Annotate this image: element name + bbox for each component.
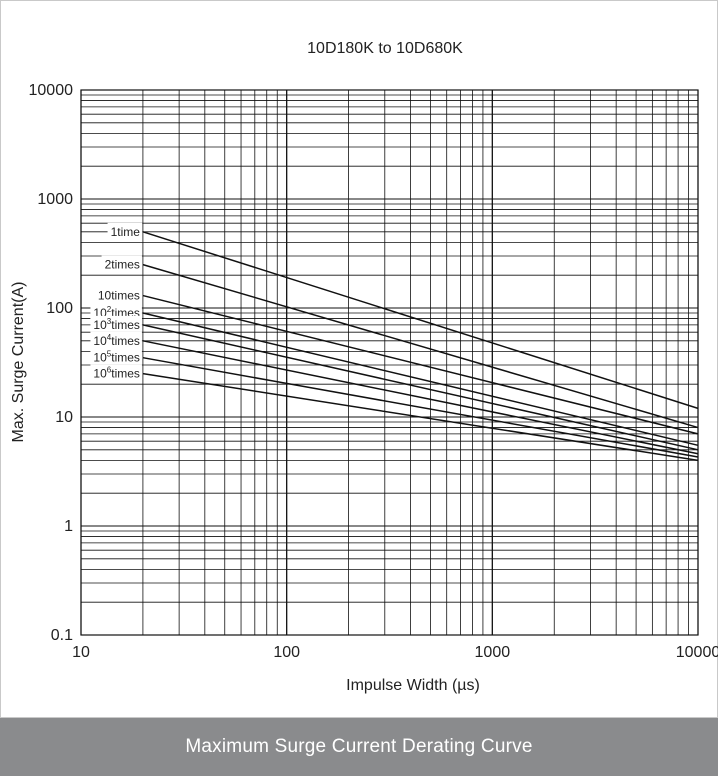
series-label: 104times	[90, 331, 142, 348]
series-label-bg	[107, 222, 143, 239]
chart-title: 10D180K to 10D680K	[307, 40, 463, 57]
series-line	[142, 263, 699, 429]
chart-series	[142, 231, 699, 462]
series-label: 1time	[107, 222, 143, 239]
caption-bar: Maximum Surge Current Derating Curve	[0, 718, 718, 776]
series-label: 105times	[90, 348, 142, 365]
series-label-bg	[101, 255, 142, 272]
x-tick-label: 100	[273, 644, 300, 661]
series-label-bg	[90, 315, 142, 332]
series-label-text: 105times	[93, 350, 139, 365]
x-axis-label: Impulse Width (µs)	[346, 677, 480, 694]
series-line	[142, 324, 699, 451]
series-label-bg	[90, 348, 142, 365]
axis-tick-labels: 10 100 1000 10000 0.1 1 10 100 1000 10000	[29, 82, 718, 661]
series-label: 10times	[94, 286, 142, 303]
series-label: 2times	[101, 255, 142, 272]
series-label-bg	[90, 331, 142, 348]
y-tick-label: 1000	[37, 191, 73, 208]
series-label-text: 104times	[93, 333, 139, 348]
series-label-text: 106times	[93, 366, 139, 381]
y-tick-label: 10	[55, 409, 73, 426]
series-line	[142, 231, 699, 410]
x-tick-label: 10	[72, 644, 90, 661]
series-label: 103times	[90, 315, 142, 332]
plot-border	[80, 89, 699, 636]
series-label-text: 10times	[98, 289, 140, 303]
series-line	[142, 294, 699, 435]
series-label-bg	[90, 364, 142, 381]
series-label-text: 2times	[105, 258, 140, 272]
y-axis-label: Max. Surge Current(A)	[10, 282, 27, 443]
caption-text: Maximum Surge Current Derating Curve	[185, 736, 533, 757]
derating-chart: 10D180K to 10D680K 10 100 1000 100000.11101…	[10, 40, 718, 694]
series-line	[142, 340, 699, 455]
y-tick-label: 1	[64, 518, 73, 535]
y-tick-label: 0.1	[51, 627, 73, 644]
series-label-bg	[94, 286, 142, 303]
series-label-text: 103times	[93, 317, 139, 332]
series-labels: 1time2times10times102times103times104tim…	[90, 222, 143, 381]
y-tick-label: 100	[46, 300, 73, 317]
series-line	[142, 356, 699, 458]
chart-grid	[80, 89, 699, 636]
x-tick-label: 10000	[676, 644, 718, 661]
series-label-text: 1time	[111, 225, 141, 239]
chart-panel: 10D180K to 10D680K 10 100 1000 10000 0.1 1 10 1…	[0, 0, 718, 718]
y-tick-label: 10000	[29, 82, 74, 99]
series-line	[142, 312, 699, 447]
series-line	[142, 372, 699, 462]
series-label: 106times	[90, 364, 142, 381]
x-tick-label: 1000	[475, 644, 511, 661]
